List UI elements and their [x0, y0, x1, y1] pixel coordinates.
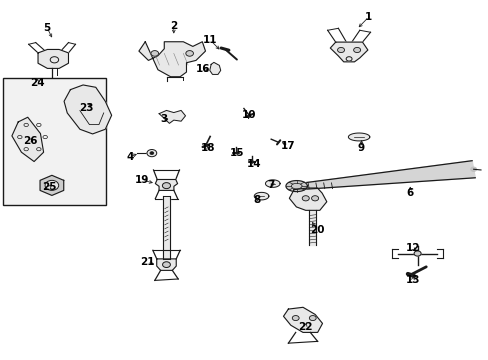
Circle shape — [292, 316, 299, 320]
Circle shape — [45, 180, 59, 190]
Circle shape — [311, 196, 318, 201]
Text: 24: 24 — [30, 78, 44, 88]
Text: 5: 5 — [43, 23, 51, 33]
Polygon shape — [40, 175, 63, 195]
Circle shape — [150, 152, 154, 154]
Polygon shape — [159, 111, 185, 123]
Circle shape — [302, 196, 308, 201]
Text: 3: 3 — [160, 114, 167, 124]
Text: 4: 4 — [126, 152, 133, 162]
Circle shape — [185, 51, 193, 56]
Bar — [3, 78, 105, 205]
Polygon shape — [283, 307, 322, 332]
Text: 22: 22 — [298, 322, 312, 332]
Text: 1: 1 — [365, 12, 372, 22]
Polygon shape — [157, 259, 176, 270]
Polygon shape — [139, 42, 205, 77]
Polygon shape — [265, 180, 280, 187]
Text: 13: 13 — [405, 275, 419, 285]
Polygon shape — [38, 49, 68, 68]
Text: 15: 15 — [229, 148, 244, 158]
Polygon shape — [163, 196, 169, 259]
Text: 9: 9 — [357, 143, 365, 153]
Text: 7: 7 — [267, 180, 274, 190]
Text: 14: 14 — [246, 159, 261, 169]
Text: 10: 10 — [242, 111, 256, 121]
Circle shape — [151, 51, 158, 56]
Circle shape — [309, 316, 316, 320]
Polygon shape — [308, 210, 316, 245]
Polygon shape — [155, 180, 177, 190]
Polygon shape — [289, 188, 326, 210]
Text: 26: 26 — [22, 136, 37, 145]
Circle shape — [470, 167, 476, 171]
Text: 8: 8 — [253, 195, 260, 205]
Circle shape — [147, 149, 157, 157]
Text: 6: 6 — [406, 188, 413, 198]
Polygon shape — [209, 62, 220, 75]
Text: 2: 2 — [170, 21, 177, 31]
Circle shape — [353, 48, 360, 53]
Text: 18: 18 — [200, 143, 215, 153]
Polygon shape — [292, 161, 474, 190]
Text: 19: 19 — [135, 175, 149, 185]
Text: 11: 11 — [203, 35, 217, 45]
Circle shape — [346, 57, 351, 61]
Text: 25: 25 — [42, 182, 57, 192]
Text: 16: 16 — [195, 64, 210, 74]
Text: 12: 12 — [405, 243, 419, 253]
Polygon shape — [12, 117, 43, 162]
Polygon shape — [254, 192, 268, 200]
Circle shape — [162, 183, 170, 189]
Text: 20: 20 — [310, 225, 324, 235]
Text: 23: 23 — [79, 103, 93, 113]
Polygon shape — [330, 42, 367, 62]
Circle shape — [413, 251, 420, 256]
Text: 17: 17 — [281, 141, 295, 151]
Text: 21: 21 — [140, 257, 154, 267]
Circle shape — [337, 48, 344, 53]
Polygon shape — [64, 85, 111, 134]
Circle shape — [50, 57, 59, 63]
Polygon shape — [348, 133, 369, 141]
Circle shape — [162, 262, 170, 267]
Polygon shape — [285, 181, 307, 192]
